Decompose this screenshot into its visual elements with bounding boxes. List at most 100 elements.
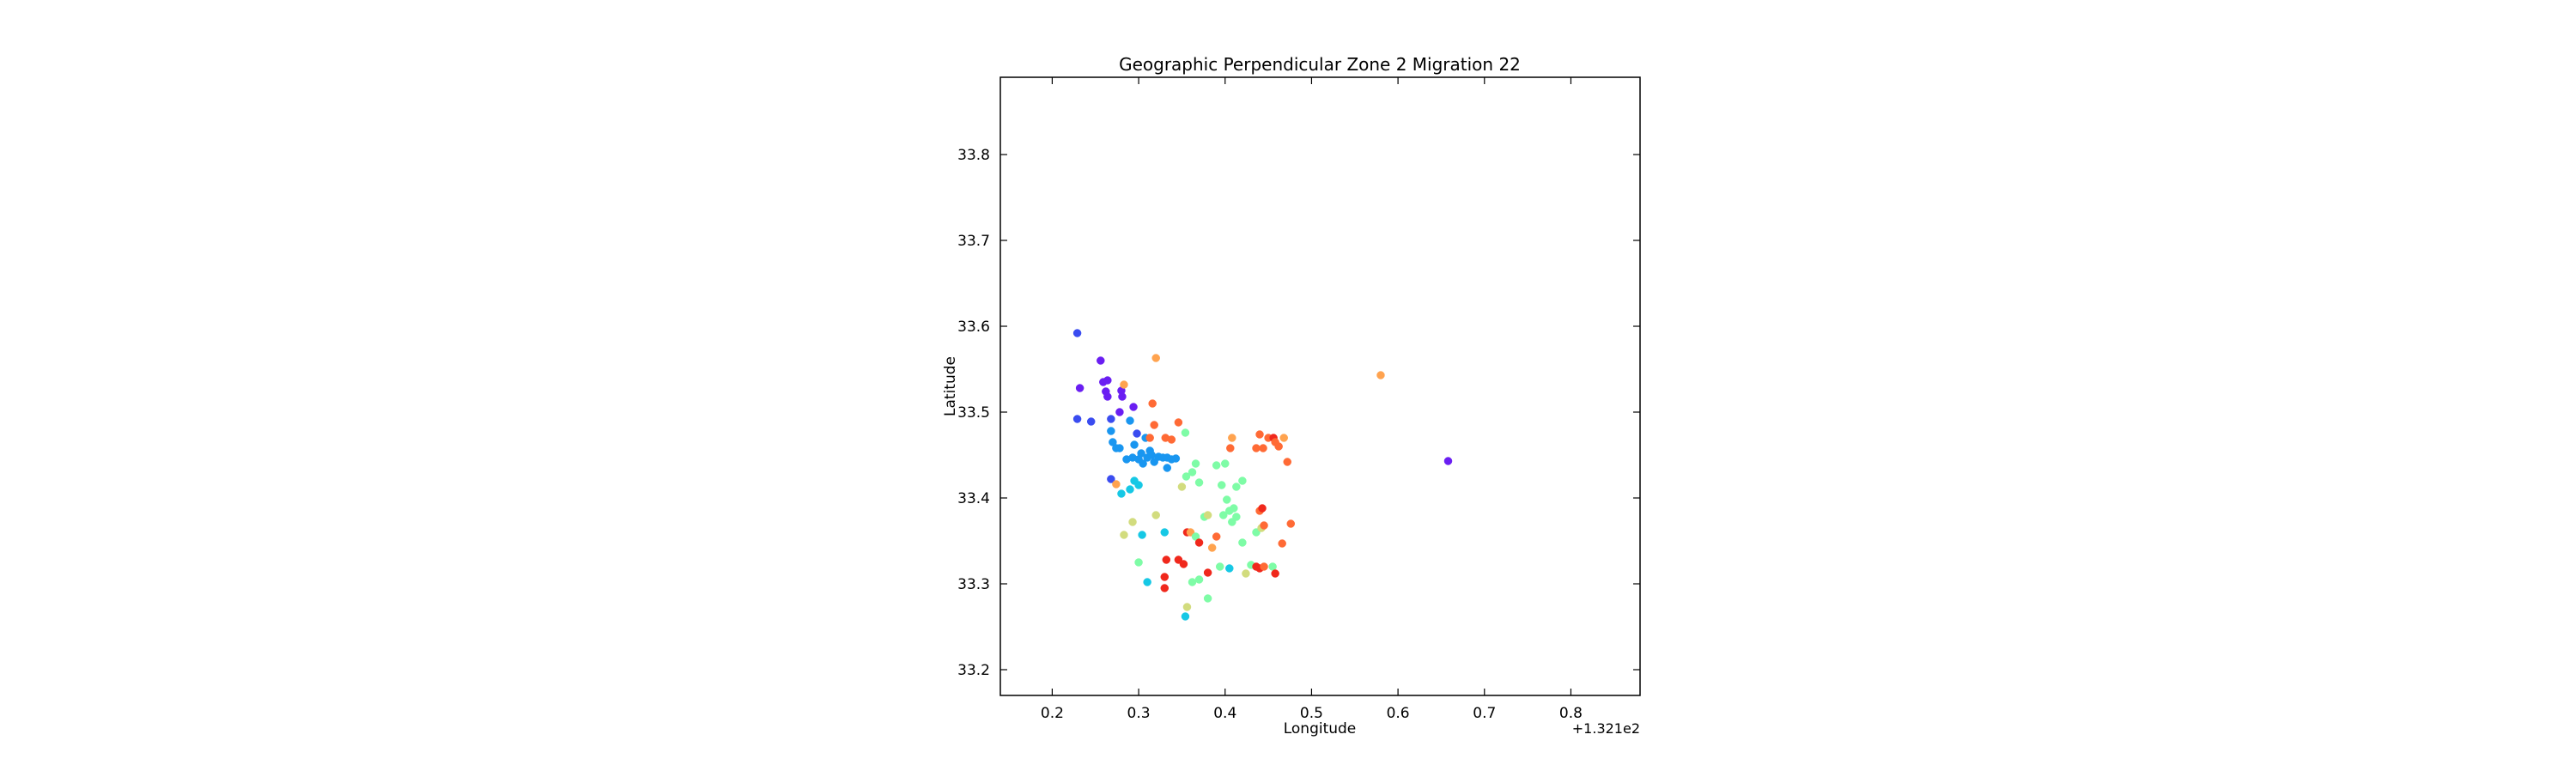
scatter-point — [1216, 563, 1224, 571]
x-axis-label: Longitude — [1284, 720, 1357, 738]
scatter-point — [1238, 477, 1246, 485]
scatter-point — [1376, 372, 1384, 379]
scatter-point — [1272, 570, 1279, 578]
y-tick-label: 33.5 — [957, 404, 990, 422]
scatter-point — [1238, 539, 1246, 547]
scatter-point — [1115, 409, 1123, 416]
x-tick-label: 0.8 — [1559, 705, 1583, 722]
scatter-point — [1172, 455, 1180, 463]
x-axis-offset-label: +1.321e2 — [1572, 720, 1640, 737]
scatter-point — [1228, 434, 1236, 442]
scatter-point — [1131, 441, 1139, 449]
scatter-point — [1261, 563, 1268, 571]
scatter-point — [1195, 479, 1203, 487]
y-tick-label: 33.4 — [957, 490, 990, 507]
scatter-point — [1163, 556, 1170, 564]
scatter-point — [1182, 613, 1189, 621]
scatter-point — [1117, 490, 1125, 498]
scatter-point — [1146, 434, 1154, 442]
y-tick-label: 33.6 — [957, 319, 990, 336]
scatter-point — [1188, 469, 1196, 477]
scatter-point — [1130, 404, 1138, 411]
scatter-point — [1253, 445, 1261, 452]
x-tick-label: 0.2 — [1041, 705, 1064, 722]
scatter-point — [1218, 482, 1225, 489]
scatter-point — [1232, 513, 1240, 521]
scatter-point — [1152, 355, 1160, 362]
scatter-point — [1151, 422, 1158, 429]
scatter-point — [1195, 539, 1203, 547]
scatter-point — [1208, 544, 1216, 552]
scatter-point — [1107, 416, 1115, 423]
scatter-point — [1223, 496, 1230, 504]
scatter-point — [1115, 445, 1123, 452]
scatter-point — [1103, 393, 1111, 401]
scatter-point — [1232, 483, 1240, 491]
y-tick-label: 33.3 — [957, 576, 990, 593]
scatter-point — [1183, 604, 1191, 611]
scatter-point — [1192, 460, 1200, 468]
scatter-point — [1256, 431, 1264, 439]
scatter-point — [1212, 462, 1220, 470]
scatter-point — [1073, 416, 1081, 423]
scatter-point — [1178, 483, 1186, 491]
scatter-point — [1073, 330, 1081, 337]
x-tick-label: 0.3 — [1127, 705, 1151, 722]
scatter-point — [1275, 443, 1283, 451]
scatter-point — [1135, 559, 1143, 567]
x-tick-label: 0.6 — [1387, 705, 1410, 722]
scatter-point — [1139, 531, 1146, 539]
scatter-point — [1120, 381, 1127, 389]
y-tick-label: 33.8 — [957, 147, 990, 164]
scatter-point — [1152, 512, 1160, 519]
scatter-point — [1204, 512, 1212, 519]
scatter-point — [1279, 540, 1286, 548]
scatter-point — [1127, 486, 1134, 494]
chart-title: Geographic Perpendicular Zone 2 Migratio… — [1119, 54, 1521, 75]
scatter-point — [1135, 482, 1143, 489]
scatter-point — [1127, 417, 1134, 425]
scatter-point — [1112, 481, 1120, 489]
scatter-point — [1444, 458, 1452, 465]
scatter-point — [1204, 569, 1212, 577]
scatter-point — [1195, 576, 1203, 584]
scatter-point — [1284, 458, 1291, 466]
scatter-point — [1260, 445, 1267, 452]
scatter-point — [1261, 522, 1268, 530]
scatter-point — [1097, 357, 1104, 365]
scatter-point — [1120, 531, 1127, 539]
scatter-point — [1212, 533, 1220, 541]
scatter-point — [1180, 561, 1188, 568]
y-axis-label: Latitude — [942, 356, 959, 416]
y-tick-label: 33.7 — [957, 233, 990, 250]
scatter-point — [1230, 505, 1237, 513]
scatter-point — [1242, 570, 1249, 578]
scatter-point — [1087, 418, 1095, 426]
scatter-point — [1148, 452, 1156, 459]
scatter-point — [1161, 585, 1169, 592]
scatter-point — [1287, 520, 1295, 528]
scatter-point — [1118, 393, 1126, 401]
scatter-point — [1107, 428, 1115, 435]
scatter-point — [1161, 529, 1169, 537]
scatter-point — [1129, 519, 1137, 526]
scatter-point — [1269, 563, 1277, 571]
scatter-point — [1204, 595, 1212, 603]
x-tick-label: 0.4 — [1213, 705, 1236, 722]
scatter-point — [1175, 419, 1182, 427]
scatter-point — [1103, 377, 1111, 385]
y-tick-label: 33.2 — [957, 662, 990, 679]
scatter-point — [1188, 579, 1196, 586]
scatter-point — [1226, 445, 1234, 452]
scatter-point — [1163, 464, 1171, 472]
x-tick-label: 0.5 — [1300, 705, 1323, 722]
scatter-point — [1133, 430, 1141, 438]
scatter-point — [1221, 460, 1229, 468]
scatter-point — [1182, 429, 1189, 437]
scatter-point — [1259, 505, 1267, 513]
x-tick-label: 0.7 — [1473, 705, 1496, 722]
scatter-point — [1168, 436, 1176, 444]
scatter-point — [1280, 434, 1288, 442]
